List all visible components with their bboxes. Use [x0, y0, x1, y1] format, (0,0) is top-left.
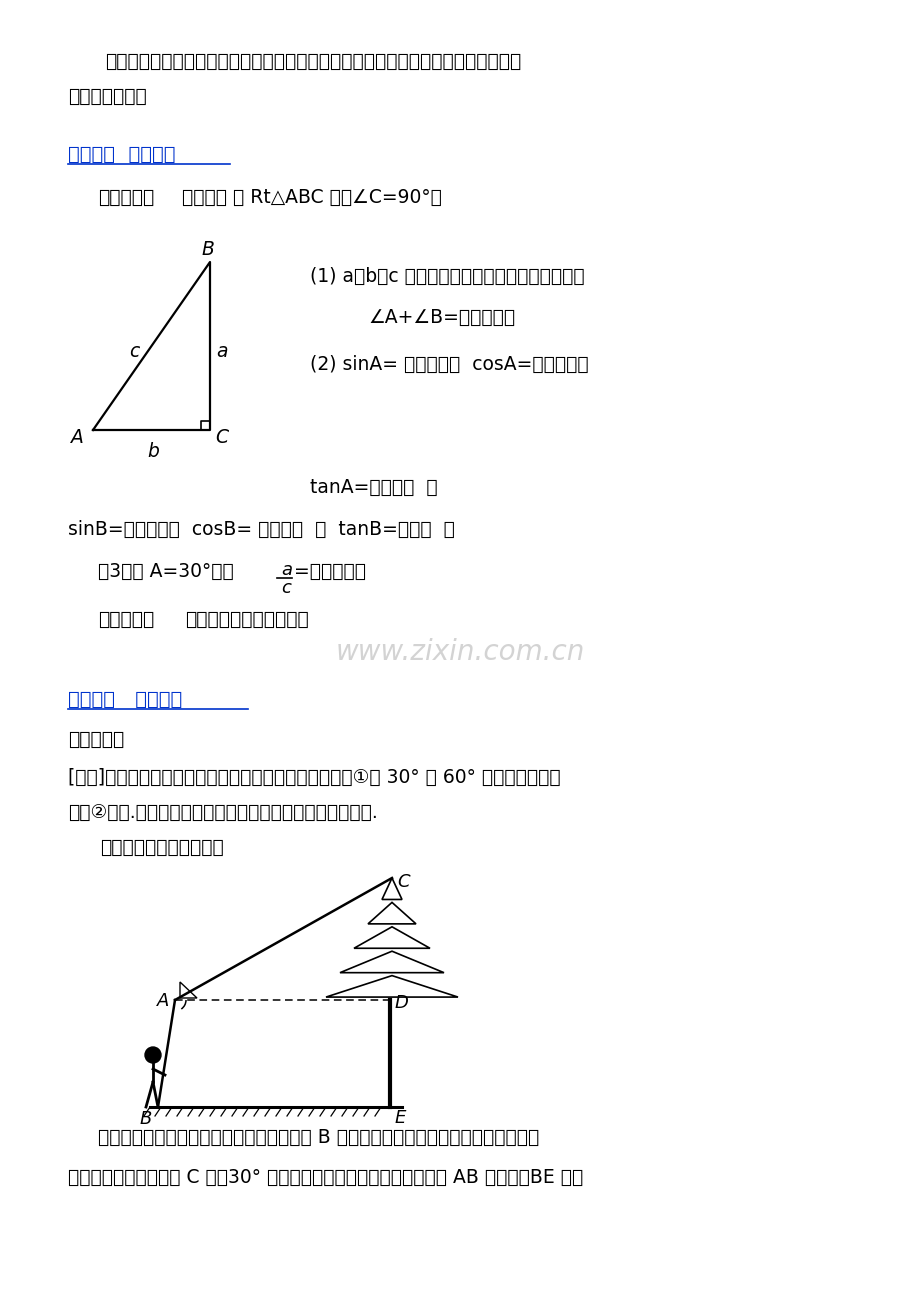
Text: 复习巩固上一节课的内容: 复习巩固上一节课的内容: [185, 611, 309, 629]
Polygon shape: [381, 878, 402, 900]
Text: B: B: [202, 240, 215, 259]
Text: 让一位同学拿着三角尺站在一个适当的位置 B 处，使这位同学拿起三角尺，她的视线恰: 让一位同学拿着三角尺站在一个适当的位置 B 处，使这位同学拿起三角尺，她的视线恰: [98, 1128, 539, 1147]
Text: A: A: [71, 428, 84, 447]
Text: c: c: [130, 342, 140, 361]
Text: 第一环节  复习巩固: 第一环节 复习巩固: [68, 145, 176, 164]
Text: (2) sinA= ＿＿＿＿，  cosA=＿＿＿＿，: (2) sinA= ＿＿＿＿， cosA=＿＿＿＿，: [310, 355, 588, 374]
Text: 活动目的：: 活动目的：: [98, 611, 154, 629]
Text: E: E: [394, 1109, 406, 1128]
Text: A: A: [157, 992, 169, 1010]
Text: C: C: [215, 428, 228, 447]
Text: c: c: [280, 579, 290, 598]
Polygon shape: [354, 927, 429, 948]
Text: sinB=＿＿＿＿，  cosB= ＿＿＿＿  ，  tanB=＿＿＿  。: sinB=＿＿＿＿， cosB= ＿＿＿＿ ， tanB=＿＿＿ 。: [68, 519, 454, 539]
Text: C: C: [397, 874, 409, 891]
Text: 好和斜边重合且过树梢 C 点，30° 的邻边和水平方向平行，用卷尺测出 AB 的长度，BE 的长: 好和斜边重合且过树梢 C 点，30° 的邻边和水平方向平行，用卷尺测出 AB 的…: [68, 1168, 583, 1187]
Text: 如图所示 在 Rt△ABC 中，∠C=90°。: 如图所示 在 Rt△ABC 中，∠C=90°。: [182, 187, 441, 207]
Polygon shape: [368, 902, 415, 924]
Text: a: a: [216, 342, 227, 361]
Circle shape: [145, 1047, 161, 1062]
Text: （3）若 A=30°，则: （3）若 A=30°，则: [98, 562, 233, 581]
Text: [问题]为了测量一棵大树的高度，准备了如下测量工具：①含 30° 和 60° 两个锐角的三角: [问题]为了测量一棵大树的高度，准备了如下测量工具：①含 30° 和 60° 两…: [68, 768, 560, 786]
Polygon shape: [340, 952, 444, 973]
Polygon shape: [180, 982, 197, 999]
Polygon shape: [325, 975, 458, 997]
Text: 活动内容：: 活动内容：: [98, 187, 154, 207]
Text: 尺；②皮尺.请你设计一个测量方案，能测出一棵大树的高度.: 尺；②皮尺.请你设计一个测量方案，能测出一棵大树的高度.: [68, 803, 378, 822]
Text: 我们组设计的方案如下：: 我们组设计的方案如下：: [100, 838, 223, 857]
Text: D: D: [394, 993, 408, 1012]
Text: =＿＿＿＿。: =＿＿＿＿。: [294, 562, 366, 581]
Text: www.zixin.com.cn: www.zixin.com.cn: [335, 638, 584, 667]
Text: b: b: [147, 441, 159, 461]
Text: 展、作业布置。: 展、作业布置。: [68, 87, 147, 105]
Text: B: B: [140, 1111, 153, 1128]
Text: ∠A+∠B=＿＿＿＿。: ∠A+∠B=＿＿＿＿。: [368, 309, 515, 327]
Text: a: a: [280, 561, 291, 579]
Text: (1) a、b、c 三者之间的关系是＿＿＿＿＿＿＿，: (1) a、b、c 三者之间的关系是＿＿＿＿＿＿＿，: [310, 267, 584, 286]
Text: 第二环节   活动探究: 第二环节 活动探究: [68, 690, 182, 710]
Text: 本节课设计了六个教学环节：复习巩固、活动探究、讲解新课、知识应用、小结与拓: 本节课设计了六个教学环节：复习巩固、活动探究、讲解新课、知识应用、小结与拓: [105, 52, 521, 72]
Text: tanA=＿＿＿＿  。: tanA=＿＿＿＿ 。: [310, 478, 437, 497]
Text: 活动内容：: 活动内容：: [68, 730, 124, 749]
